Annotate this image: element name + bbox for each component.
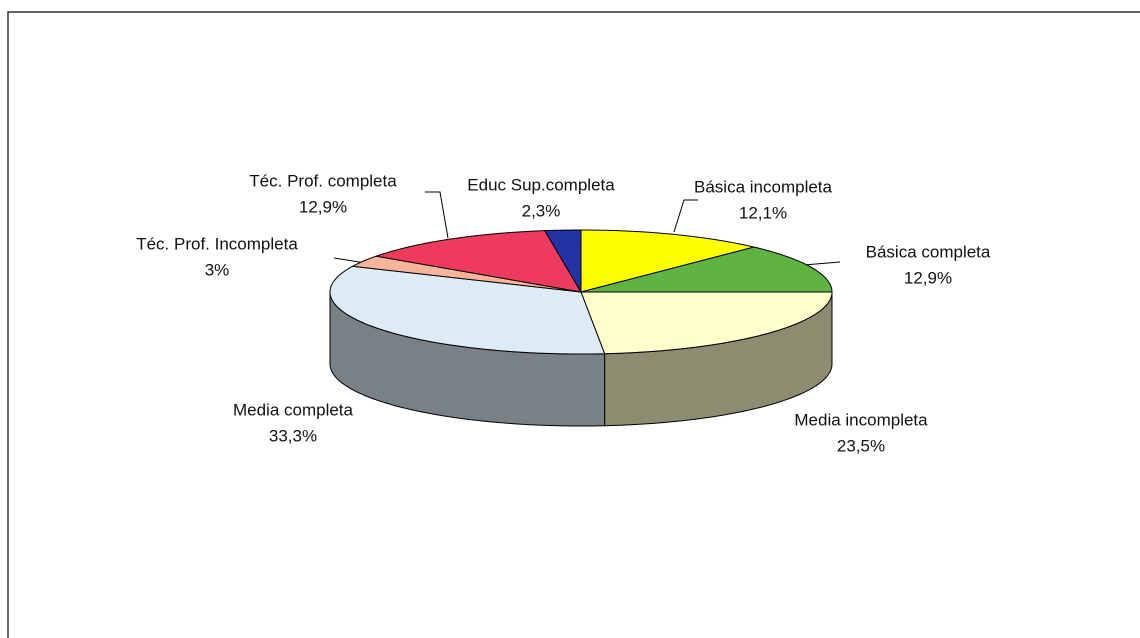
slice-label: Educ Sup.completa	[467, 175, 615, 194]
slice-value-label: 2,3%	[522, 201, 561, 220]
slice-value-label: 12,9%	[904, 268, 952, 287]
pie-slice	[329, 265, 606, 355]
slice-label: Básica incompleta	[694, 177, 833, 196]
pie-slice	[580, 291, 833, 355]
pie-slice	[580, 246, 833, 293]
leader-line	[673, 199, 698, 233]
slice-label: Media incompleta	[794, 410, 928, 429]
slice-value-label: 12,9%	[299, 197, 347, 216]
leader-line	[425, 191, 449, 239]
slice-value-label: 3%	[205, 260, 230, 279]
pie-slice	[543, 229, 582, 294]
slice-value-label: 23,5%	[837, 436, 885, 455]
pie-slice	[580, 229, 755, 293]
slice-label: Téc. Prof. completa	[249, 171, 397, 190]
slice-value-label: 12,1%	[739, 203, 787, 222]
slice-label: Media completa	[233, 400, 354, 419]
slice-value-label: 33,3%	[269, 426, 317, 445]
frame	[7, 11, 1140, 638]
slice-label: Básica completa	[866, 242, 991, 261]
slice-label: Téc. Prof. Incompleta	[136, 234, 298, 253]
pie-slice	[375, 230, 582, 293]
pie-slice	[350, 255, 582, 293]
